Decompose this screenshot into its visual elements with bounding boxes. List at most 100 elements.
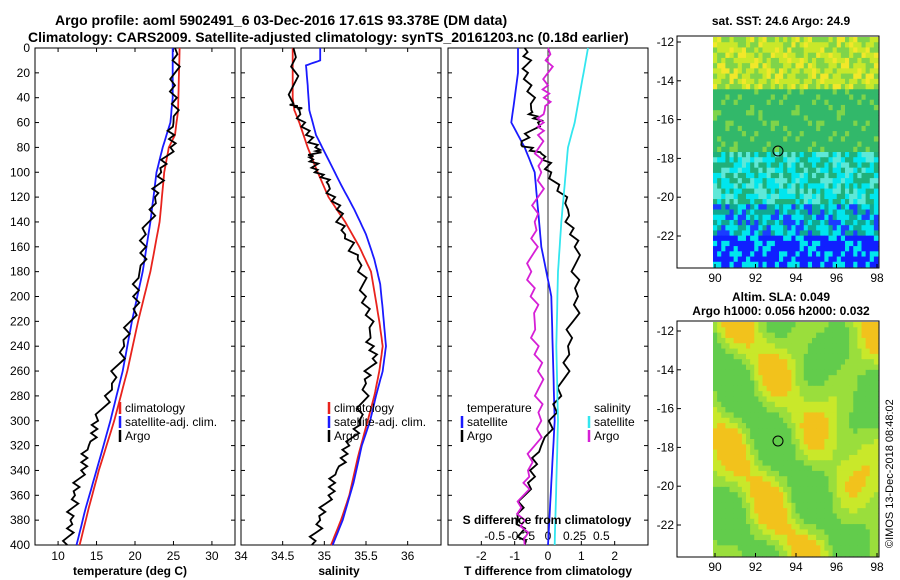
x-tick-label: -2 <box>476 549 487 563</box>
map-cell <box>779 99 784 106</box>
map-cell <box>787 524 792 530</box>
difference-x-label: T difference from climatology <box>464 564 632 578</box>
map-cell <box>754 152 759 158</box>
map-cell <box>824 225 829 231</box>
map-cell <box>812 104 817 111</box>
map-cell <box>746 136 751 142</box>
map-cell <box>791 401 796 408</box>
map-cell <box>853 540 858 546</box>
map-cell <box>840 204 846 210</box>
map-cell <box>774 47 780 54</box>
map-cell <box>754 68 759 74</box>
map-cell <box>853 428 858 435</box>
map-cell <box>803 204 809 210</box>
map-cell <box>807 240 813 247</box>
map-cell <box>832 146 838 153</box>
map-cell <box>758 131 763 137</box>
map-cell <box>832 423 838 429</box>
map-cell <box>832 235 838 242</box>
map-cell <box>787 348 792 355</box>
map-cell <box>873 534 879 541</box>
map-cell <box>766 178 772 184</box>
map-cell <box>741 497 747 504</box>
map-cell <box>824 529 829 536</box>
map-cell <box>845 439 850 445</box>
map-cell <box>832 84 838 90</box>
map-cell <box>836 115 842 122</box>
map-cell <box>733 540 739 546</box>
map-cell <box>766 444 772 451</box>
map-cell <box>770 550 776 557</box>
map-cell <box>783 219 788 226</box>
map-cell <box>869 353 875 360</box>
map-cell <box>853 178 858 184</box>
map-cell <box>713 481 718 488</box>
map-cell <box>795 68 801 74</box>
map-cell <box>853 204 858 210</box>
map-cell <box>750 42 755 48</box>
map-cell <box>721 385 726 392</box>
sla-lon-axis: 90 92 94 96 98 <box>708 553 884 574</box>
map-cell <box>832 380 838 387</box>
map-cell <box>869 240 875 247</box>
map-cell <box>795 508 801 514</box>
map-cell <box>750 261 755 268</box>
map-cell <box>824 251 829 257</box>
map-cell <box>832 508 838 514</box>
map-cell <box>845 518 850 525</box>
map-cell <box>774 369 780 376</box>
map-cell <box>729 152 735 158</box>
map-cell <box>836 84 842 90</box>
map-cell <box>861 327 867 334</box>
map-cell <box>803 481 809 488</box>
map-cell <box>824 460 829 466</box>
map-cell <box>799 240 805 247</box>
map-cell <box>795 529 801 536</box>
map-cell <box>746 444 751 451</box>
map-cell <box>840 110 846 116</box>
map-cell <box>869 89 875 95</box>
map-cell <box>840 327 846 334</box>
map-cell <box>733 497 739 504</box>
map-cell <box>799 534 805 541</box>
map-cell <box>869 396 875 403</box>
map-cell <box>762 407 768 413</box>
map-cell <box>733 57 739 64</box>
map-cell <box>865 251 871 257</box>
map-cell <box>824 73 829 80</box>
map-cell <box>836 172 842 179</box>
map-cell <box>766 84 772 90</box>
map-cell <box>713 104 718 111</box>
map-cell <box>721 380 726 387</box>
map-cell <box>762 136 768 142</box>
map-cell <box>849 401 854 408</box>
map-cell <box>758 219 763 226</box>
map-cell <box>840 152 846 158</box>
map-cell <box>783 110 788 116</box>
map-cell <box>820 332 825 339</box>
map-cell <box>795 84 801 90</box>
map-cell <box>741 359 747 365</box>
map-cell <box>832 391 838 397</box>
map-cell <box>807 433 813 440</box>
map-cell <box>853 110 858 116</box>
map-cell <box>758 492 763 498</box>
map-cell <box>783 460 788 466</box>
map-cell <box>770 545 776 552</box>
map-cell <box>861 199 867 205</box>
map-cell <box>725 104 730 111</box>
map-cell <box>799 385 805 392</box>
map-cell <box>717 178 722 184</box>
map-cell <box>758 417 763 424</box>
map-cell <box>803 68 809 74</box>
map-cell <box>828 214 834 221</box>
map-cell <box>795 172 801 179</box>
map-cell <box>737 37 743 43</box>
map-cell <box>770 423 776 429</box>
map-cell <box>840 193 846 200</box>
map-cell <box>750 396 755 403</box>
map-cell <box>820 246 825 252</box>
map-cell <box>717 131 722 137</box>
map-cell <box>828 256 834 263</box>
map-cell <box>766 204 772 210</box>
